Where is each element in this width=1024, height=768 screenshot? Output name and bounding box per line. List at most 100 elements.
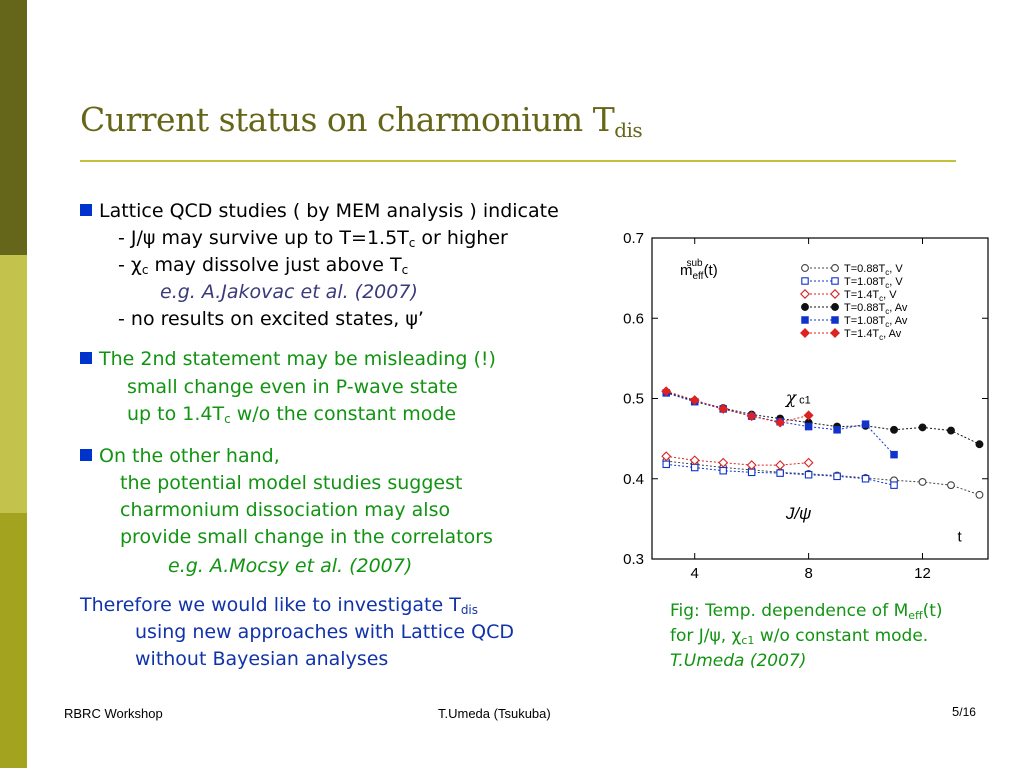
data-point: [776, 469, 784, 477]
figure-caption-line-3: T.Umeda (2007): [670, 651, 807, 671]
data-point: [803, 457, 814, 468]
bullet-1-line-1: - J/ψ may survive up to T=1.5Tc or highe…: [118, 227, 508, 250]
side-bar-bottom: [0, 513, 27, 768]
bullet-2-line-2: up to 1.4Tc w/o the constant mode: [127, 403, 457, 426]
data-point: [801, 316, 809, 324]
footer-page: 5/16: [952, 704, 976, 719]
data-point: [861, 475, 870, 483]
data-point: [661, 386, 672, 397]
data-point: [803, 410, 814, 421]
data-point: [831, 316, 839, 324]
data-point: [662, 460, 670, 469]
data-point: [800, 328, 810, 338]
data-point: [947, 426, 955, 435]
page-number: 5: [952, 704, 960, 719]
data-point: [801, 264, 809, 272]
bullet-1-line-3: - no results on excited states, ψ’: [118, 308, 424, 330]
conclusion-line-2: using new approaches with Lattice QCD: [135, 621, 514, 643]
bullet-2-head: The 2nd statement may be misleading (!): [80, 348, 496, 370]
figure-caption-line-1: Fig: Temp. dependence of Meff(t): [670, 601, 943, 622]
data-point: [861, 420, 870, 428]
series-6: [661, 386, 814, 428]
y-tick-label: 0.7: [623, 230, 644, 247]
y-tick-label: 0.3: [623, 551, 644, 568]
data-point: [801, 303, 809, 311]
bullet-3-line-1: the potential model studies suggest: [120, 472, 463, 494]
data-point: [719, 466, 727, 475]
data-point: [918, 423, 927, 432]
side-bar-top: [0, 0, 27, 255]
series-3: [661, 451, 814, 471]
data-point: [890, 425, 898, 434]
data-point: [718, 457, 729, 468]
legend-entry: T=1.4Tc, Av: [844, 328, 902, 342]
side-bar-middle: [0, 255, 27, 513]
bullet-3-head: On the other hand,: [80, 445, 280, 467]
series-4: [662, 388, 984, 449]
data-point: [890, 481, 898, 489]
data-point: [804, 470, 813, 479]
square-bullet-icon: [80, 204, 92, 216]
data-point: [718, 403, 729, 414]
legend-entry: T=0.88Tc, Av: [844, 302, 908, 316]
data-point: [775, 460, 786, 471]
square-bullet-icon: [80, 449, 92, 461]
data-point: [804, 422, 813, 431]
data-point: [975, 490, 984, 499]
x-tick-label: 4: [691, 565, 699, 582]
jpsi-label: J/ψ: [785, 504, 812, 523]
series-line: [666, 460, 980, 496]
data-point: [746, 411, 757, 422]
legend-entry: T=1.08Tc, Av: [844, 315, 908, 329]
data-point: [975, 440, 984, 449]
footer-event: RBRC Workshop: [64, 706, 163, 721]
legend-entry: T=1.4Tc, V: [844, 289, 897, 303]
data-point: [831, 264, 839, 272]
conclusion-line-3: without Bayesian analyses: [135, 648, 389, 670]
legend-entry: T=0.88Tc, V: [844, 263, 903, 277]
data-point: [833, 472, 841, 481]
series-1: [662, 457, 984, 499]
bullet-1-head: Lattice QCD studies ( by MEM analysis ) …: [80, 200, 559, 222]
data-point: [747, 468, 756, 477]
slide-title: Current status on charmonium Tdis: [80, 100, 643, 142]
data-point: [830, 328, 840, 338]
data-point: [918, 478, 927, 486]
data-point: [831, 303, 839, 311]
data-point: [890, 450, 898, 459]
legend-entry: T=1.08Tc, V: [844, 276, 903, 290]
bullet-3-reference: e.g. A.Mocsy et al. (2007): [168, 555, 413, 577]
y-tick-label: 0.4: [623, 471, 644, 488]
chi-c1-label: χ c1: [785, 388, 811, 408]
data-point: [661, 451, 672, 462]
x-tick-label: 8: [804, 565, 812, 582]
bullet-3-line-3: provide small change in the correlators: [120, 526, 493, 548]
data-point: [800, 289, 810, 299]
data-point: [801, 277, 809, 285]
series-line: [666, 390, 809, 424]
figure-caption-line-2: for J/ψ, χc1 w/o constant mode.: [670, 626, 929, 647]
data-point: [947, 481, 955, 490]
bullet-2-line-1: small change even in P-wave state: [127, 376, 458, 398]
data-point: [775, 417, 786, 428]
data-point: [689, 395, 700, 406]
data-point: [689, 455, 700, 466]
x-tick-label: 12: [914, 565, 931, 582]
y-tick-label: 0.5: [623, 391, 644, 408]
data-point: [746, 460, 757, 471]
series-line: [666, 391, 980, 445]
x-axis-label: t: [957, 528, 962, 545]
conclusion-line-1: Therefore we would like to investigate T…: [80, 594, 479, 617]
data-point: [833, 426, 841, 434]
square-bullet-icon: [80, 352, 92, 364]
bullet-1-reference: e.g. A.Jakovac et al. (2007): [160, 281, 418, 303]
plot-frame: [651, 237, 989, 560]
page-total: /16: [959, 705, 976, 719]
y-tick-label: 0.6: [623, 310, 644, 327]
data-point: [830, 289, 840, 299]
title-divider: [80, 160, 956, 162]
y-axis-label: meffsub(t): [680, 258, 718, 282]
bullet-1-line-2: - χc may dissolve just above Tc: [118, 254, 409, 277]
data-point: [690, 463, 699, 472]
data-point: [831, 277, 839, 285]
